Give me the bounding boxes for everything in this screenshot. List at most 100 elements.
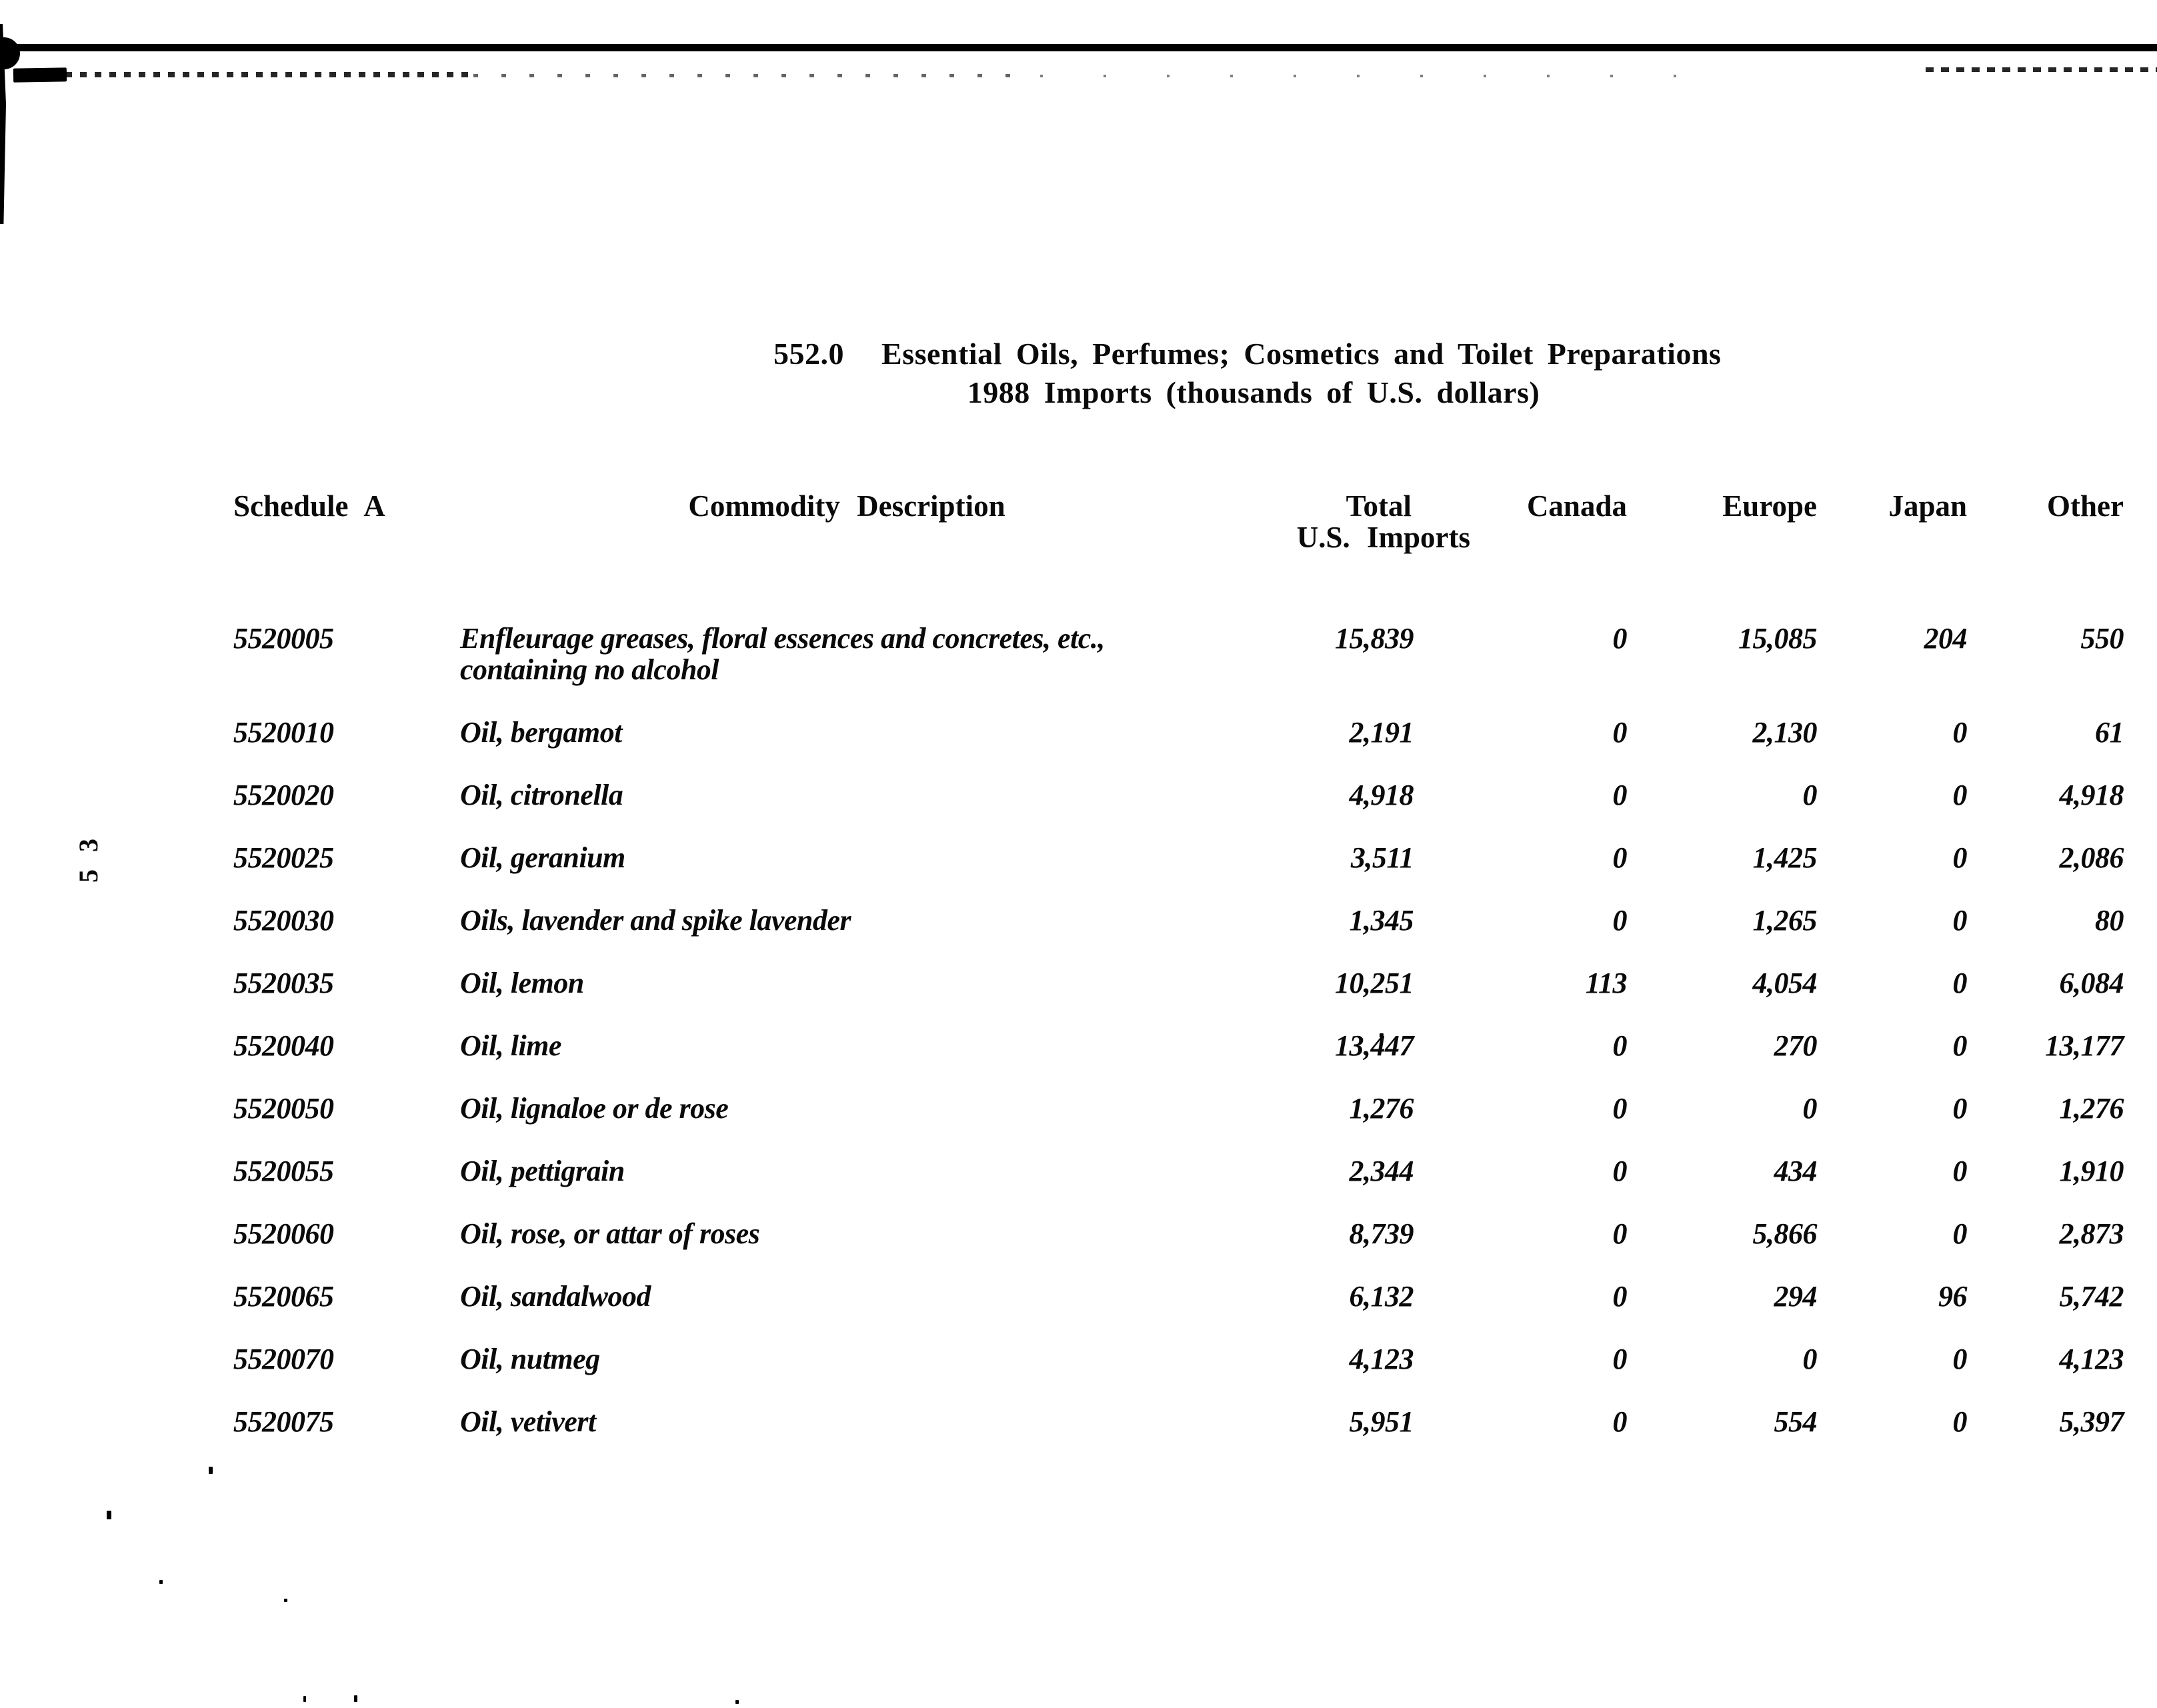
value-europe: 0 bbox=[1802, 779, 1818, 811]
commodity-description: Oil, lignaloe or de rose bbox=[460, 1092, 729, 1125]
header-japan: Japan bbox=[1888, 489, 1967, 523]
value-europe: 15,085 bbox=[1738, 622, 1818, 655]
value-total-us-imports: 2,344 bbox=[1349, 1155, 1414, 1187]
table-row: 5520040 Oil, lime 13,447 0 270 0 13,177 bbox=[233, 1030, 2124, 1061]
value-other: 5,742 bbox=[2059, 1280, 2124, 1313]
commodity-description: Oil, lemon bbox=[460, 967, 584, 999]
value-japan: 96 bbox=[1938, 1280, 1968, 1313]
schedule-code: 5520035 bbox=[233, 967, 334, 999]
schedule-code: 5520055 bbox=[233, 1155, 334, 1187]
value-europe: 294 bbox=[1774, 1280, 1818, 1313]
value-total-us-imports: 1,345 bbox=[1349, 904, 1414, 937]
table-row: 5520070 Oil, nutmeg 4,123 0 0 0 4,123 bbox=[233, 1343, 2124, 1375]
table-row: 5520055 Oil, pettigrain 2,344 0 434 0 1,… bbox=[233, 1155, 2124, 1187]
value-japan: 0 bbox=[1952, 1405, 1968, 1438]
scan-artifact-dashed-noise-right bbox=[1926, 67, 2157, 72]
schedule-code: 5520020 bbox=[233, 779, 334, 811]
commodity-description: Oil, citronella bbox=[460, 779, 623, 811]
schedule-code: 5520010 bbox=[233, 716, 334, 749]
value-japan: 0 bbox=[1952, 1343, 1968, 1375]
schedule-code: 5520065 bbox=[233, 1280, 334, 1313]
scan-speck bbox=[209, 1467, 213, 1474]
value-canada: 0 bbox=[1612, 622, 1628, 655]
commodity-description: Oil, bergamot bbox=[460, 716, 622, 749]
value-canada: 0 bbox=[1612, 1155, 1628, 1187]
value-canada: 0 bbox=[1612, 1217, 1628, 1250]
header-total-line2: U.S. Imports bbox=[1296, 521, 1470, 554]
schedule-code: 5520005 bbox=[233, 622, 334, 655]
scan-speck bbox=[303, 1696, 306, 1702]
subtitle: 1988 Imports (thousands of U.S. dollars) bbox=[967, 375, 1540, 409]
commodity-description: Oil, sandalwood bbox=[460, 1280, 651, 1313]
value-japan: 0 bbox=[1952, 779, 1968, 811]
page-number-digit: 3 bbox=[73, 839, 103, 852]
value-total-us-imports: 1,276 bbox=[1349, 1092, 1414, 1125]
header-total-us-imports: Total U.S. Imports bbox=[1234, 491, 1470, 553]
value-total-us-imports: 4,918 bbox=[1349, 779, 1414, 811]
table-row: 5520020 Oil, citronella 4,918 0 0 0 4,91… bbox=[233, 779, 2124, 811]
scan-speck bbox=[354, 1695, 357, 1702]
scan-artifact-top-line bbox=[0, 44, 2157, 51]
title-line: 552.0 Essential Oils, Perfumes; Cosmetic… bbox=[773, 335, 1734, 373]
value-other: 13,177 bbox=[2045, 1029, 2124, 1062]
value-total-us-imports: 2,191 bbox=[1349, 716, 1414, 749]
scan-speck bbox=[1380, 1033, 1384, 1037]
header-schedule-a: Schedule A bbox=[233, 489, 385, 523]
schedule-code: 5520070 bbox=[233, 1343, 334, 1375]
table-row: 5520060 Oil, rose, or attar of roses 8,7… bbox=[233, 1218, 2124, 1249]
value-total-us-imports: 3,511 bbox=[1350, 841, 1414, 874]
value-europe: 5,866 bbox=[1752, 1217, 1818, 1250]
header-europe: Europe bbox=[1722, 489, 1817, 523]
value-canada: 0 bbox=[1612, 1280, 1628, 1313]
commodity-description: Oil, pettigrain bbox=[460, 1155, 625, 1187]
table-row: 5520035 Oil, lemon 10,251 113 4,054 0 6,… bbox=[233, 967, 2124, 999]
header-commodity-description: Commodity Description bbox=[688, 489, 1005, 523]
schedule-code: 5520050 bbox=[233, 1092, 334, 1125]
page-number-digit: 5 bbox=[73, 869, 103, 883]
scan-speck bbox=[735, 1700, 739, 1704]
value-japan: 0 bbox=[1952, 1029, 1968, 1062]
commodity-description: Oil, vetivert bbox=[460, 1405, 596, 1438]
commodity-description: Oil, geranium bbox=[460, 841, 625, 874]
value-other: 80 bbox=[2095, 904, 2124, 937]
value-total-us-imports: 15,839 bbox=[1335, 622, 1414, 655]
value-japan: 0 bbox=[1952, 1217, 1968, 1250]
value-other: 2,873 bbox=[2059, 1217, 2124, 1250]
value-total-us-imports: 10,251 bbox=[1335, 967, 1414, 999]
value-other: 1,276 bbox=[2059, 1092, 2124, 1125]
title-text: Essential Oils, Perfumes; Cosmetics and … bbox=[881, 337, 1722, 371]
scan-artifact-dashed-noise bbox=[1040, 75, 1680, 77]
value-europe: 434 bbox=[1774, 1155, 1818, 1187]
value-europe: 1,425 bbox=[1752, 841, 1818, 874]
table-row: 5520050 Oil, lignaloe or de rose 1,276 0… bbox=[233, 1093, 2124, 1124]
value-canada: 0 bbox=[1612, 1405, 1628, 1438]
value-other: 61 bbox=[2095, 716, 2124, 749]
table-header-row: Schedule A Commodity Description Total U… bbox=[233, 491, 2124, 553]
schedule-code: 5520030 bbox=[233, 904, 334, 937]
schedule-code: 5520060 bbox=[233, 1217, 334, 1250]
value-canada: 0 bbox=[1612, 1092, 1628, 1125]
value-total-us-imports: 4,123 bbox=[1349, 1343, 1414, 1375]
schedule-code: 5520025 bbox=[233, 841, 334, 874]
table-row: 5520075 Oil, vetivert 5,951 0 554 0 5,39… bbox=[233, 1406, 2124, 1437]
header-canada: Canada bbox=[1526, 489, 1627, 523]
value-europe: 4,054 bbox=[1752, 967, 1818, 999]
value-japan: 204 bbox=[1924, 622, 1968, 655]
section-number: 552.0 bbox=[773, 337, 844, 371]
value-europe: 554 bbox=[1774, 1405, 1818, 1438]
value-japan: 0 bbox=[1952, 1092, 1968, 1125]
value-canada: 113 bbox=[1585, 967, 1628, 999]
value-canada: 0 bbox=[1612, 716, 1628, 749]
value-canada: 0 bbox=[1612, 904, 1628, 937]
table-row: 5520010 Oil, bergamot 2,191 0 2,130 0 61 bbox=[233, 717, 2124, 748]
value-canada: 0 bbox=[1612, 779, 1628, 811]
scan-speck bbox=[159, 1580, 163, 1584]
scan-artifact-left-bulge bbox=[0, 37, 20, 69]
scan-speck bbox=[284, 1599, 287, 1602]
imports-table: Schedule A Commodity Description Total U… bbox=[233, 491, 2124, 1469]
table-row: 5520025 Oil, geranium 3,511 0 1,425 0 2,… bbox=[233, 842, 2124, 873]
value-canada: 0 bbox=[1612, 841, 1628, 874]
commodity-description: Oil, rose, or attar of roses bbox=[460, 1217, 760, 1250]
value-europe: 0 bbox=[1802, 1092, 1818, 1125]
schedule-code: 5520040 bbox=[233, 1029, 334, 1062]
